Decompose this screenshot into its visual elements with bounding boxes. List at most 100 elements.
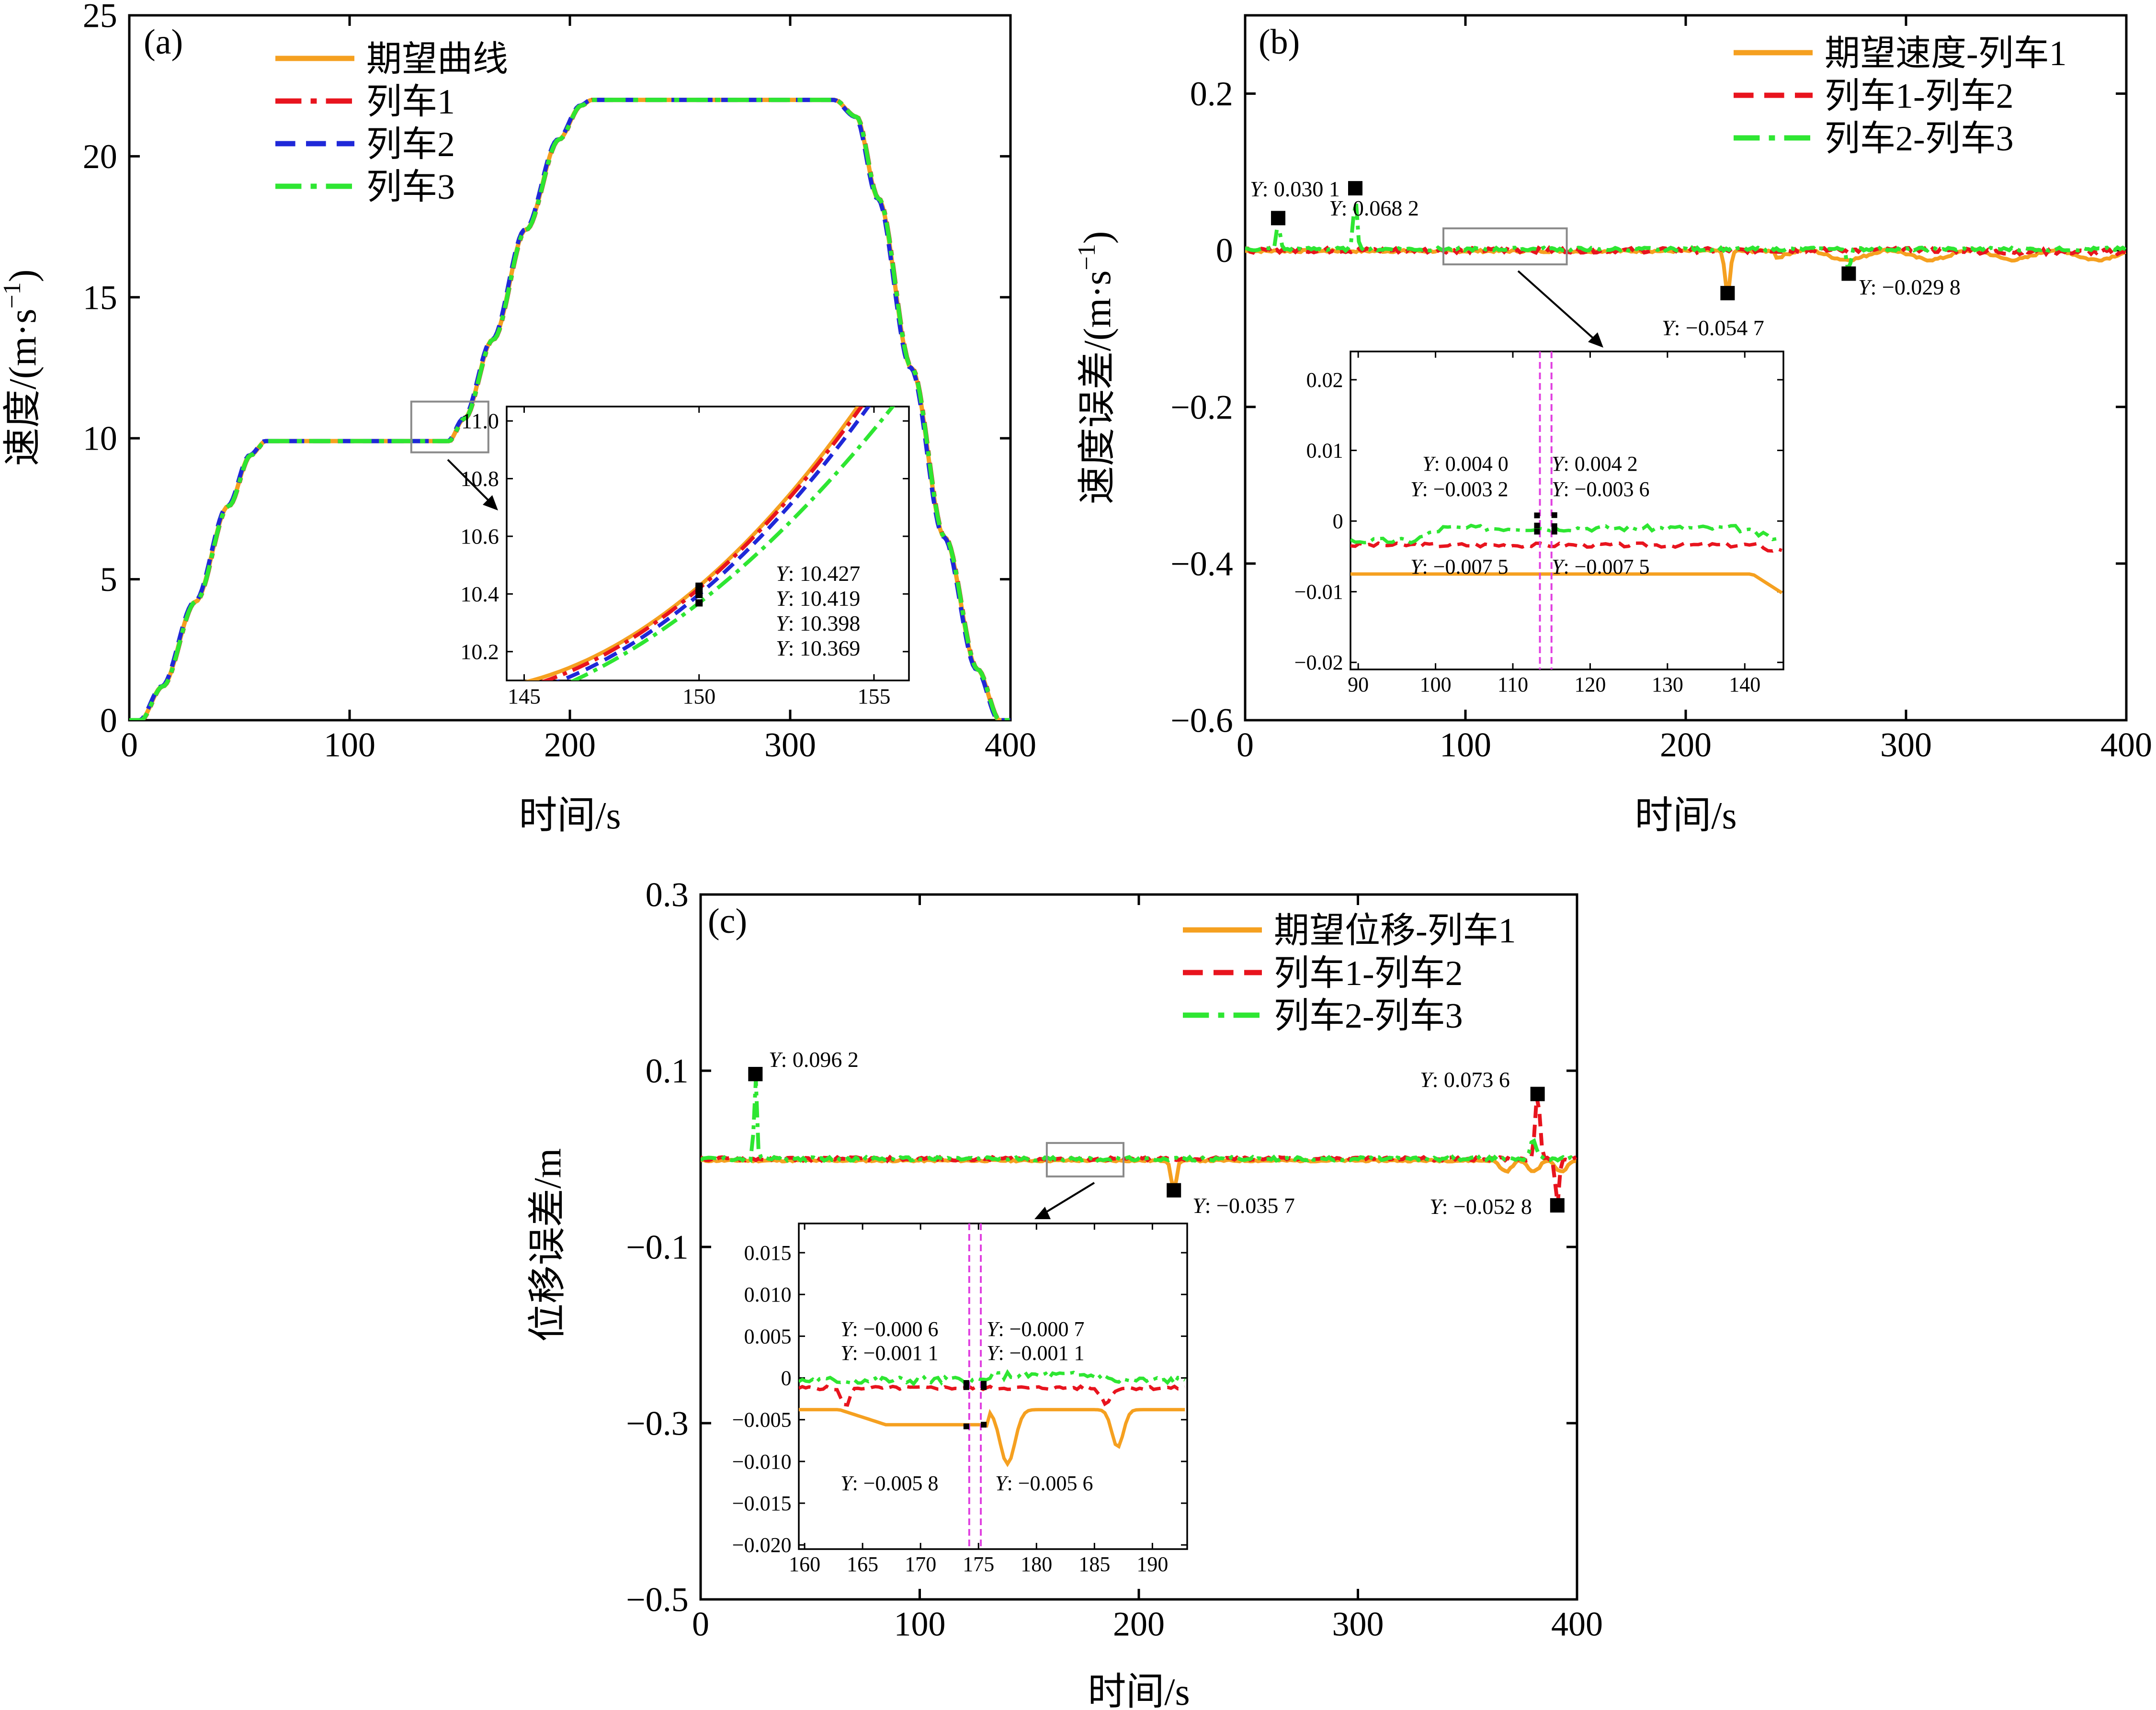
- panel-b-xtick-label: 300: [1880, 726, 1932, 764]
- panel-c-inset-series-line: [799, 1384, 1186, 1407]
- panel-c-peak-marker: [1167, 1183, 1181, 1198]
- panel-b-inset-marker: [1551, 512, 1557, 518]
- panel-b-speed-error-chart: 0 100 200 300 400 −0.6 −0.4 −0.2 0 0.2 (b) 时间/s 速度误差…: [1073, 14, 2152, 837]
- panel-c-inset-xtick-label: 170: [905, 1552, 936, 1576]
- panel-c-ytick-label: 0.1: [646, 1052, 689, 1090]
- panel-b-inset-plot-frame: [1350, 351, 1784, 670]
- panel-b-inset-marker: [1551, 529, 1557, 535]
- panel-b-inset-ytick-label: 0: [1333, 510, 1343, 533]
- panel-b-inset-annotation: Y: −0.003 6: [1552, 477, 1650, 501]
- panel-c-peak-annotation: Y: 0.073 6: [1420, 1067, 1510, 1092]
- panel-a-zoom-arrowhead: [483, 495, 498, 510]
- panel-a-inset-xtick-label: 155: [857, 684, 890, 708]
- panel-b-legend-label: 列车2-列车3: [1825, 119, 2014, 159]
- panel-c-legend-label: 列车2-列车3: [1274, 997, 1463, 1036]
- panel-c-inset-marker: [963, 1384, 969, 1390]
- panel-b-inset-annotation: Y: −0.007 5: [1552, 555, 1650, 578]
- panel-a-inset-annotation: Y: 10.427: [776, 561, 860, 586]
- panel-c-inset-ytick-label: −0.010: [732, 1450, 792, 1473]
- panel-b-peak-marker: [1841, 266, 1856, 281]
- panel-c-inset-ytick-label: 0: [781, 1367, 792, 1390]
- panel-a-xtick-label: 200: [544, 726, 596, 764]
- panel-c-xtick-label: 0: [692, 1605, 709, 1643]
- panel-c-xtick-label: 300: [1332, 1605, 1384, 1643]
- panel-b-inset-series-line: [1350, 572, 1783, 594]
- panel-a-inset-marker: [695, 585, 703, 592]
- panel-a-inset-ytick-label: 10.2: [460, 639, 499, 664]
- panel-b-series-group: [1245, 202, 2126, 291]
- panel-c-peak-marker: [1550, 1198, 1565, 1213]
- panel-a-x-axis-title: 时间/s: [519, 795, 621, 837]
- panel-b-inset-ytick-label: −0.01: [1294, 580, 1343, 604]
- panel-c-inset-ytick-label: 0.010: [744, 1283, 792, 1306]
- panel-c-inset-ytick-label: −0.020: [732, 1533, 792, 1557]
- panel-b-inset-series-line: [1350, 541, 1782, 553]
- panel-c-inset-annotation: Y: −0.000 6: [840, 1317, 939, 1341]
- panel-c-inset-ytick-label: 0.015: [744, 1241, 792, 1265]
- panel-a-ytick-label: 20: [83, 137, 117, 176]
- panel-b-zoom-box: [1442, 227, 1568, 266]
- panel-a-zoom-box: [410, 400, 489, 453]
- panel-b-inset-ytick-label: −0.02: [1294, 651, 1343, 674]
- panel-c-inset-ytick-label: 0.005: [744, 1325, 792, 1348]
- panel-c-peak-marker: [748, 1066, 763, 1081]
- panel-a-xtick-label: 0: [121, 726, 138, 764]
- panel-b-legend-label: 列车1-列车2: [1825, 77, 2014, 116]
- panel-c-inset-marker: [981, 1384, 987, 1390]
- panel-c-inset-series-line: [799, 1408, 1185, 1467]
- panel-b-y-axis-title: 速度误差/(m·s−1): [1073, 231, 1119, 505]
- panel-b-inset-xtick-label: 90: [1348, 673, 1369, 696]
- panel-b-tag: (b): [1259, 23, 1300, 62]
- panel-c-ytick-label: 0.3: [646, 875, 689, 914]
- panel-c-legend-label: 列车1-列车2: [1274, 954, 1463, 993]
- panel-a-ytick-label: 0: [100, 701, 117, 739]
- panel-c-xtick-label: 200: [1113, 1605, 1165, 1643]
- panel-c-tag: (c): [708, 902, 747, 941]
- panel-b-inset-series-group: [1350, 523, 1783, 594]
- panel-c-inset-xtick-label: 180: [1021, 1552, 1052, 1576]
- panel-b-xtick-label: 100: [1440, 726, 1491, 764]
- panel-c-series-line: [701, 1157, 1577, 1192]
- panel-b-legend-label: 期望速度-列车1: [1825, 34, 2067, 73]
- panel-a-inset-ytick-label: 10.8: [460, 466, 499, 491]
- panel-c-peak-annotation: Y: −0.052 8: [1430, 1194, 1532, 1219]
- panel-b-inset-xtick-label: 130: [1652, 673, 1683, 696]
- panel-b-inset-series-line: [1350, 523, 1782, 545]
- panel-c-zoom-arrow: [1038, 1182, 1095, 1217]
- panel-a-inset-plot-frame: [506, 406, 910, 681]
- panel-b-inset-marker: [1534, 512, 1540, 519]
- panel-b-inset-annotation: Y: 0.004 0: [1422, 452, 1509, 476]
- panel-b-inset-marker: [1534, 529, 1540, 535]
- panel-a-ytick-label: 5: [100, 560, 117, 599]
- panel-a-y-axis-title: 速度/(m·s−1): [0, 270, 44, 466]
- panel-a-xtick-label: 300: [764, 726, 816, 764]
- panel-c-peak-annotation: Y: −0.035 7: [1192, 1193, 1295, 1218]
- panel-c-y-axis-title: 位移误差/m: [527, 1148, 569, 1342]
- panel-c-inset-series-line: [799, 1369, 1186, 1387]
- panel-c-displacement-error-chart: 0 100 200 300 400 −0.5 −0.3 −0.1 0.1 0.3 (c) 时间/s 位移…: [527, 875, 1603, 1710]
- panel-c-ytick-label: −0.5: [626, 1580, 689, 1619]
- panel-c-ytick-label: −0.3: [626, 1404, 689, 1442]
- panel-b-peak-marker: [1271, 211, 1285, 226]
- panel-c-ytick-label: −0.1: [626, 1228, 689, 1266]
- panel-b-peak-annotation: Y: 0.030 1: [1250, 177, 1340, 201]
- panel-a-ytick-label: 10: [83, 419, 117, 458]
- panel-c-inset-xtick-label: 175: [963, 1552, 994, 1576]
- panel-c-inset-ytick-label: −0.005: [732, 1408, 792, 1432]
- panel-c-peak-annotation: Y: 0.096 2: [769, 1047, 859, 1072]
- panel-c-inset-annotation: Y: −0.000 7: [987, 1317, 1085, 1341]
- panel-b-inset-xtick-label: 100: [1420, 673, 1452, 696]
- panel-a-inset-marker: [695, 591, 703, 599]
- panel-c-inset-xtick-label: 165: [847, 1552, 878, 1576]
- panel-b-series-line: [1245, 202, 2126, 276]
- panel-b-series-line: [1245, 247, 2126, 291]
- panel-b-inset-marker: [1551, 523, 1557, 529]
- panel-b-zoom-arrow: [1517, 270, 1600, 345]
- panel-b-xtick-label: 200: [1660, 726, 1712, 764]
- panel-b-inset-xtick-label: 140: [1729, 673, 1760, 696]
- panel-b-ytick-label: 0.2: [1190, 75, 1233, 113]
- panel-b-ytick-label: −0.2: [1170, 388, 1233, 426]
- panel-c-series-group: [701, 1078, 1577, 1205]
- panel-b-x-axis-title: 时间/s: [1634, 795, 1736, 837]
